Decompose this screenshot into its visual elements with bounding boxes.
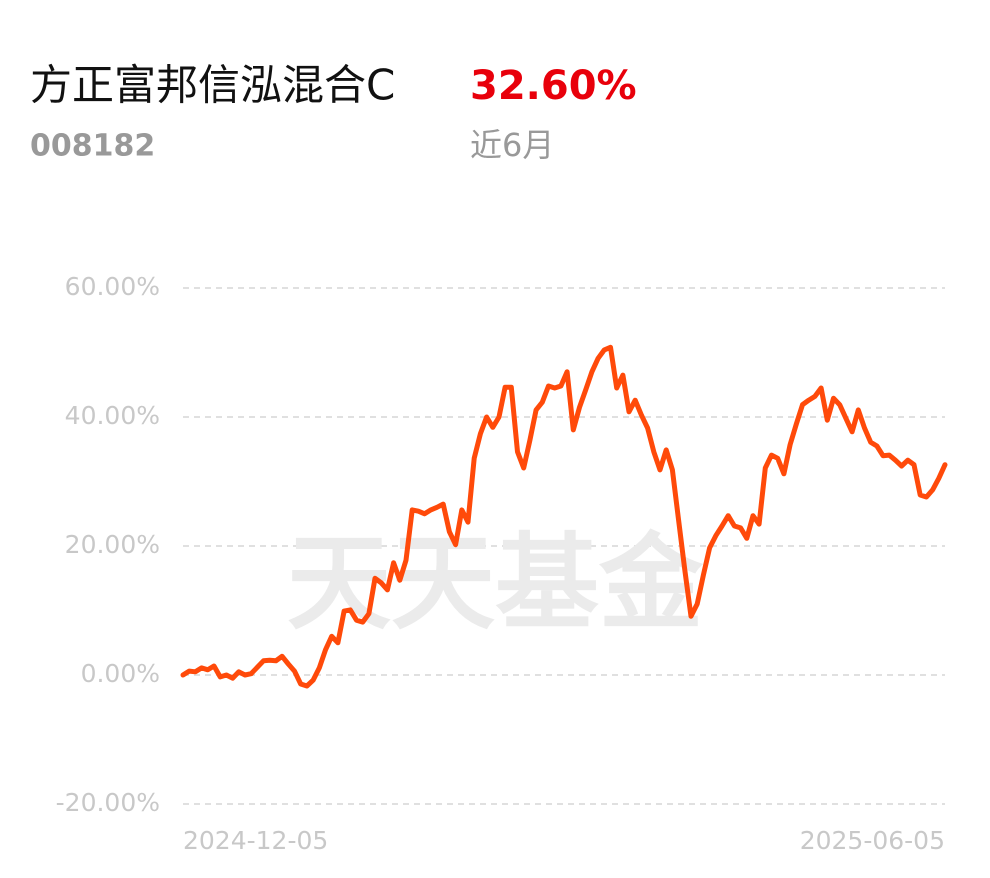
watermark: 天天基金	[287, 521, 704, 644]
y-tick-label: 40.00%	[65, 401, 160, 430]
fund-code: 008182	[30, 129, 155, 164]
x-tick-label: 2025-06-05	[800, 826, 945, 855]
y-tick-label: 0.00%	[81, 659, 160, 688]
return-value: 32.60%	[470, 63, 637, 109]
x-tick-label: 2024-12-05	[183, 826, 328, 855]
fund-line	[180, 344, 948, 689]
chart: -20.00% 0.00% 20.00% 40.00% 60.00% 天天基金 2024-1…	[56, 272, 948, 855]
period-label: 近6月	[470, 126, 554, 164]
y-tick-label: 60.00%	[65, 272, 160, 301]
fund-name: 方正富邦信泓混合C	[30, 61, 395, 110]
y-tick-label: 20.00%	[65, 530, 160, 559]
y-tick-label: -20.00%	[56, 788, 160, 817]
